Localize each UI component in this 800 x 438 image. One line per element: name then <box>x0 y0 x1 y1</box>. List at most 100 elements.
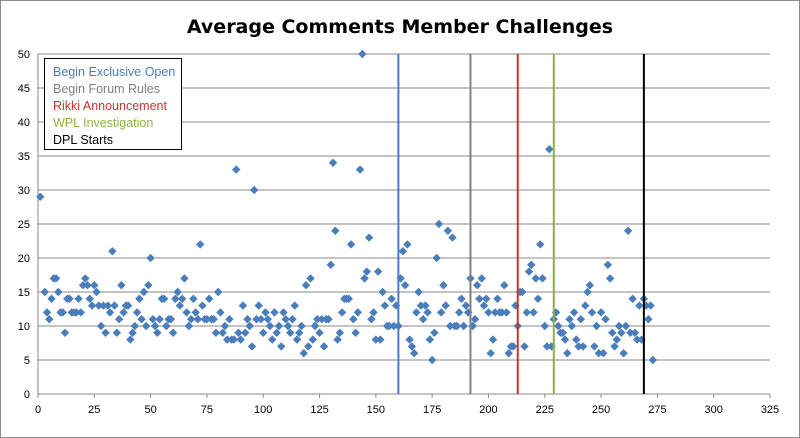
data-point <box>92 287 101 297</box>
data-point <box>448 233 457 242</box>
data-point <box>184 321 194 331</box>
data-point <box>497 308 507 317</box>
data-point <box>182 308 191 317</box>
data-point <box>99 301 108 310</box>
data-point <box>195 240 205 249</box>
data-point <box>482 294 491 303</box>
data-point <box>520 342 529 351</box>
data-point <box>304 342 313 351</box>
data-point <box>583 287 592 297</box>
data-point <box>623 226 633 235</box>
data-point <box>436 308 446 317</box>
data-point <box>473 281 482 290</box>
data-point <box>596 308 606 317</box>
data-point <box>565 315 574 324</box>
data-point <box>632 335 642 344</box>
data-point <box>144 281 153 290</box>
data-point <box>180 274 189 283</box>
data-point <box>117 281 126 290</box>
data-point <box>83 281 92 290</box>
data-point <box>229 335 239 344</box>
data-point <box>96 321 106 331</box>
data-point <box>369 308 378 317</box>
data-point <box>114 315 124 324</box>
x-tick-label: 50 <box>144 404 156 416</box>
axes <box>37 54 771 398</box>
data-point <box>218 328 227 337</box>
x-tick-label: 250 <box>592 404 610 416</box>
data-point <box>40 287 49 297</box>
data-point <box>252 315 261 324</box>
data-point <box>137 315 146 324</box>
event-lines <box>397 54 645 394</box>
data-point <box>355 165 365 174</box>
data-point <box>123 301 133 310</box>
data-point <box>108 247 117 256</box>
data-point <box>198 301 207 310</box>
data-point <box>315 328 324 337</box>
x-tick-label: 200 <box>479 404 497 416</box>
data-point <box>540 321 549 331</box>
data-point <box>439 281 448 290</box>
data-point <box>603 260 613 269</box>
data-point <box>457 294 466 303</box>
data-point <box>245 321 254 331</box>
data-point <box>216 308 225 317</box>
data-point <box>628 294 637 303</box>
data-point <box>177 294 187 303</box>
data-point <box>148 315 158 324</box>
data-point <box>518 287 527 297</box>
data-point <box>353 308 363 317</box>
data-point <box>610 342 619 351</box>
data-point <box>78 281 88 290</box>
data-point <box>344 294 354 303</box>
y-tick-label: 10 <box>18 321 30 333</box>
data-point <box>317 315 326 324</box>
x-tick-label: 175 <box>423 404 441 416</box>
data-point <box>222 335 232 344</box>
data-point <box>110 301 119 310</box>
data-point <box>349 315 358 324</box>
data-point <box>567 321 576 331</box>
data-point <box>500 281 509 290</box>
data-point <box>612 335 622 344</box>
y-tick-label: 35 <box>18 151 30 163</box>
data-point <box>250 185 259 195</box>
data-point <box>367 315 376 324</box>
data-point <box>432 253 441 263</box>
data-point <box>576 315 586 324</box>
data-point <box>105 308 115 317</box>
data-point <box>141 321 151 331</box>
data-point <box>119 308 128 317</box>
data-point <box>538 274 547 283</box>
data-point <box>204 294 214 303</box>
data-point <box>403 240 412 249</box>
data-point <box>587 308 597 317</box>
data-point <box>574 342 583 351</box>
data-point <box>646 301 655 310</box>
legend-item: Begin Forum Rules <box>53 82 160 96</box>
x-tick-label: 275 <box>648 404 666 416</box>
data-point <box>166 315 176 324</box>
data-point <box>479 301 489 310</box>
data-point <box>605 274 615 283</box>
data-point <box>54 287 63 297</box>
y-tick-label: 0 <box>24 389 30 401</box>
data-point <box>563 349 572 358</box>
data-point <box>101 328 110 337</box>
data-point <box>486 349 495 358</box>
y-tick-label: 30 <box>18 185 30 197</box>
legend-item: WPL Investigation <box>53 116 154 130</box>
data-point <box>459 321 468 331</box>
data-point <box>545 145 554 154</box>
data-point <box>599 349 608 358</box>
data-point <box>637 335 646 344</box>
data-point <box>72 308 81 317</box>
data-point <box>299 349 308 358</box>
y-tick-label: 40 <box>18 117 30 129</box>
data-point <box>644 315 653 324</box>
legend-item: Begin Exclusive Open <box>53 65 176 79</box>
data-point <box>81 274 90 283</box>
data-point <box>445 321 455 331</box>
data-point <box>292 335 302 344</box>
